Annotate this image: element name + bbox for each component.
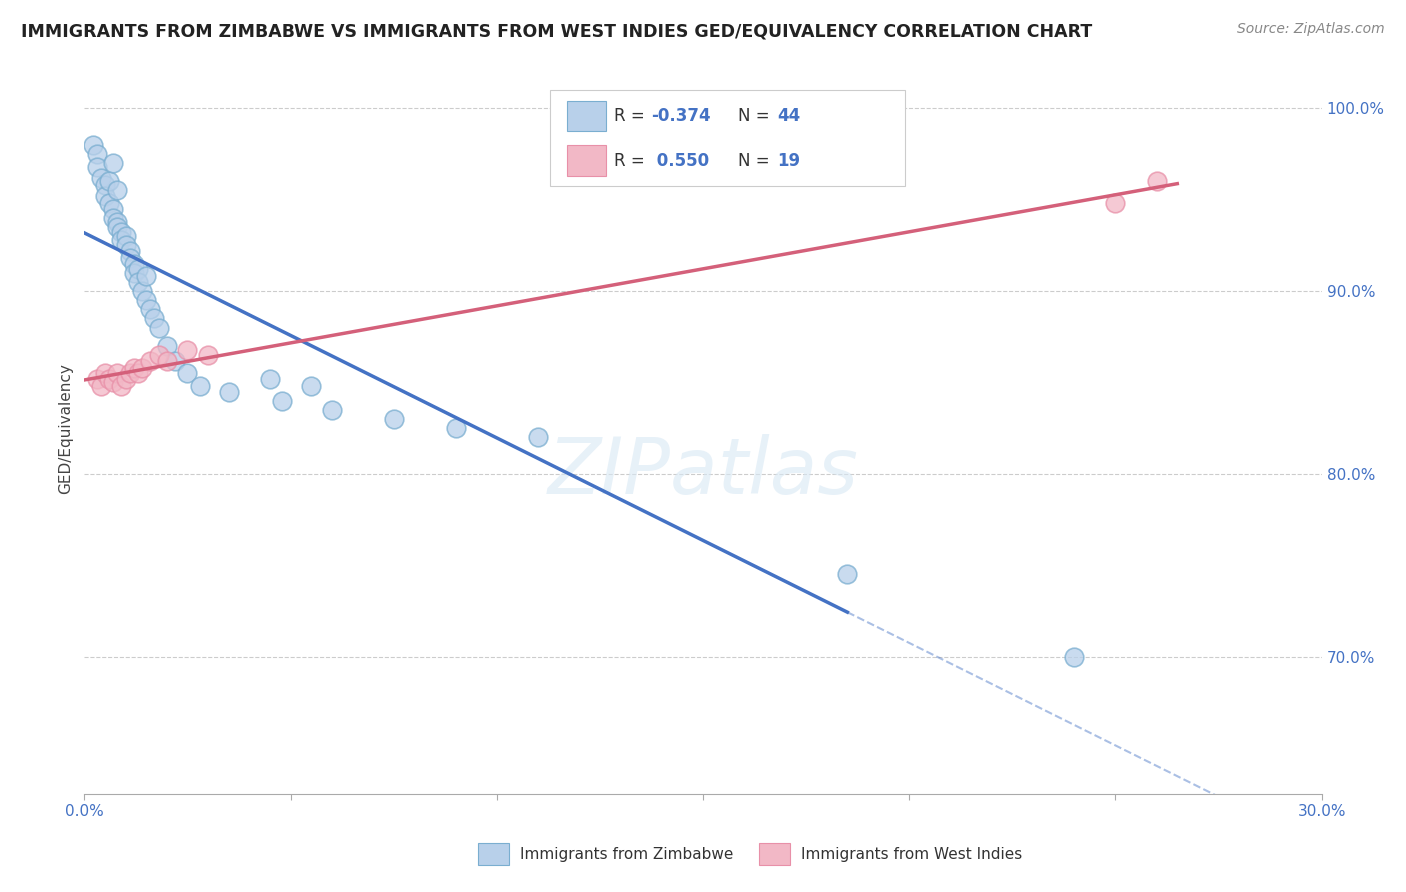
Point — [98, 372, 121, 386]
Text: 44: 44 — [778, 107, 801, 125]
Point — [131, 284, 153, 298]
Point — [103, 376, 125, 390]
Point — [90, 379, 112, 393]
Text: R =: R = — [614, 107, 651, 125]
Point — [127, 262, 149, 277]
Point — [837, 567, 859, 582]
Point — [114, 238, 136, 252]
Point — [118, 367, 141, 381]
Point — [156, 339, 179, 353]
Point — [176, 343, 198, 357]
Text: N =: N = — [738, 152, 775, 169]
Point — [135, 269, 157, 284]
Point — [176, 367, 198, 381]
Point — [165, 353, 187, 368]
Point — [1104, 196, 1126, 211]
Point — [143, 311, 166, 326]
Point — [105, 214, 128, 228]
Point — [148, 320, 170, 334]
Point — [114, 229, 136, 244]
Point — [118, 244, 141, 258]
Point — [110, 233, 132, 247]
Point — [122, 360, 145, 375]
Point — [156, 353, 179, 368]
Point — [94, 178, 117, 192]
Text: -0.374: -0.374 — [651, 107, 710, 125]
Point — [139, 302, 162, 317]
Point — [114, 372, 136, 386]
Point — [259, 372, 281, 386]
Text: N =: N = — [738, 107, 775, 125]
Point — [131, 360, 153, 375]
Point — [82, 137, 104, 152]
Text: Immigrants from West Indies: Immigrants from West Indies — [801, 847, 1022, 862]
Point — [105, 184, 128, 198]
Point — [127, 367, 149, 381]
Point — [218, 384, 240, 399]
Point — [122, 257, 145, 271]
Point — [197, 348, 219, 362]
Point — [103, 202, 125, 216]
Point — [105, 219, 128, 234]
Point — [98, 174, 121, 188]
Text: 0.550: 0.550 — [651, 152, 709, 169]
Point — [1146, 174, 1168, 188]
Point — [299, 379, 322, 393]
Point — [527, 430, 550, 444]
Point — [122, 266, 145, 280]
Point — [271, 393, 294, 408]
Point — [1063, 649, 1085, 664]
Text: IMMIGRANTS FROM ZIMBABWE VS IMMIGRANTS FROM WEST INDIES GED/EQUIVALENCY CORRELAT: IMMIGRANTS FROM ZIMBABWE VS IMMIGRANTS F… — [21, 22, 1092, 40]
Point — [103, 156, 125, 170]
Text: ZIPatlas: ZIPatlas — [547, 434, 859, 510]
Point — [444, 421, 467, 435]
Text: Immigrants from Zimbabwe: Immigrants from Zimbabwe — [520, 847, 734, 862]
Point — [94, 367, 117, 381]
Point — [139, 353, 162, 368]
Point — [118, 251, 141, 265]
Point — [148, 348, 170, 362]
Point — [103, 211, 125, 225]
Y-axis label: GED/Equivalency: GED/Equivalency — [58, 363, 73, 493]
Point — [98, 196, 121, 211]
Point — [86, 160, 108, 174]
Text: R =: R = — [614, 152, 651, 169]
Point — [86, 372, 108, 386]
Text: Source: ZipAtlas.com: Source: ZipAtlas.com — [1237, 22, 1385, 37]
Text: 19: 19 — [778, 152, 800, 169]
Point — [110, 379, 132, 393]
Point — [110, 226, 132, 240]
Point — [321, 403, 343, 417]
Point — [86, 147, 108, 161]
Point — [94, 189, 117, 203]
Point — [90, 170, 112, 185]
Point — [135, 293, 157, 307]
Point — [382, 412, 405, 426]
Point — [188, 379, 211, 393]
Point — [127, 275, 149, 289]
Point — [105, 367, 128, 381]
